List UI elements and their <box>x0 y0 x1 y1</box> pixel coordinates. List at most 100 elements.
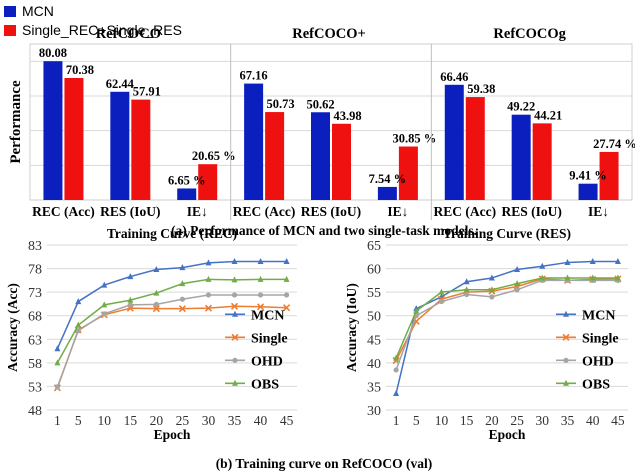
x-tick-label: 40 <box>254 413 268 428</box>
caption-b: (b) Training curve on RefCOCO (val) <box>216 456 433 471</box>
data-point <box>75 328 81 334</box>
series-line <box>56 260 287 350</box>
legend-swatch-single <box>4 25 16 36</box>
x-tick-label: 25 <box>510 413 524 428</box>
legend-marker <box>563 379 569 386</box>
legend-label: OHD <box>251 354 283 369</box>
category-label: RES (IoU) <box>501 204 561 219</box>
data-point <box>101 281 108 288</box>
x-tick-label: 20 <box>485 413 499 428</box>
line-chart-res: Training Curve (RES) 30 35 40 45 50 55 60 65 1 5 10… <box>344 226 628 442</box>
bar-single <box>131 99 151 200</box>
data-point <box>564 258 571 265</box>
x-tick-label: 25 <box>176 413 190 428</box>
group-title: RefCOCO+ <box>292 26 366 42</box>
bar-mcn <box>578 183 598 200</box>
x-tick-label: 1 <box>393 413 400 428</box>
y-tick-label: 35 <box>367 380 381 395</box>
data-label-mcn: 50.62 <box>306 97 334 111</box>
data-point <box>75 321 82 328</box>
data-point <box>488 274 495 281</box>
y-tick-label: 63 <box>28 333 42 348</box>
bar-plot-frame <box>29 43 633 201</box>
category-label: RES (IoU) <box>301 204 361 219</box>
data-point <box>489 294 495 300</box>
data-point <box>205 275 212 282</box>
category-label: IE↓ <box>187 204 208 219</box>
x-tick-label: 45 <box>280 413 294 428</box>
data-point <box>283 292 290 298</box>
y-axis-label: Accuracy (IoU) <box>344 283 359 372</box>
data-point <box>127 296 134 303</box>
x-tick-label: 1 <box>54 413 61 428</box>
data-point <box>438 288 445 295</box>
data-point <box>178 305 186 313</box>
category-label: REC (Acc) <box>32 204 95 219</box>
data-point <box>127 302 133 308</box>
data-label-single: 59.38 <box>467 82 495 96</box>
data-point <box>514 287 520 293</box>
data-label-single: 57.91 <box>133 85 161 99</box>
bar-single <box>398 146 418 200</box>
data-point <box>514 266 521 273</box>
data-point <box>514 280 521 287</box>
data-label-single: 27.74 % <box>593 137 635 151</box>
y-tick-label: 45 <box>367 333 381 348</box>
data-label-mcn: 9.41 % <box>569 169 607 183</box>
data-label-mcn: 80.08 <box>39 46 67 60</box>
category-label: IE↓ <box>387 204 408 219</box>
group-title: RefCOCO <box>96 26 161 42</box>
legend-marker <box>562 333 570 341</box>
data-point <box>153 301 159 307</box>
data-point <box>463 286 470 293</box>
legend-label: OBS <box>582 377 610 392</box>
data-point <box>393 367 399 373</box>
y-tick-label: 40 <box>367 357 381 372</box>
data-label-mcn: 66.46 <box>440 70 468 84</box>
bar-single <box>198 164 218 200</box>
category-label: REC (Acc) <box>433 204 496 219</box>
data-point <box>438 298 445 305</box>
legend-marker <box>563 357 569 363</box>
legend-label: OHD <box>582 354 614 369</box>
x-tick-label: 15 <box>124 413 138 428</box>
x-tick-label: 30 <box>536 413 550 428</box>
data-point <box>204 304 213 312</box>
data-point <box>101 311 107 317</box>
y-tick-label: 73 <box>28 286 42 301</box>
x-tick-label: 45 <box>611 413 625 428</box>
x-tick-label: 15 <box>460 413 474 428</box>
group-title: RefCOCOg <box>493 26 566 42</box>
bar-single <box>64 78 84 200</box>
data-label-single: 43.98 <box>333 109 361 123</box>
data-point <box>153 266 160 273</box>
x-tick-label: 40 <box>586 413 600 428</box>
category-label: RES (IoU) <box>100 204 160 219</box>
series-line <box>395 279 618 371</box>
data-label-single: 20.65 % <box>192 149 236 163</box>
caption-a: (a) Performance of MCN and two single-ta… <box>171 223 477 238</box>
bar-panel: Performance RefCOCO 80.08 70.38 REC (Acc) 62.… <box>8 26 635 220</box>
data-point <box>614 274 621 281</box>
legend-marker <box>231 333 239 341</box>
bar-single <box>265 112 285 200</box>
series-line <box>56 278 287 364</box>
data-point <box>589 258 596 264</box>
data-point <box>101 301 108 308</box>
bar-mcn <box>311 112 330 200</box>
x-tick-label: 35 <box>228 413 242 428</box>
legend-marker <box>563 310 569 317</box>
bar-mcn <box>110 91 130 200</box>
data-point <box>127 273 134 280</box>
bar-single <box>599 151 619 200</box>
data-point <box>564 274 571 281</box>
data-label-mcn: 67.16 <box>240 69 268 83</box>
y-tick-label: 48 <box>28 404 42 419</box>
line-chart-rec: Training Curve (REC) 48 53 58 63 68 73 78 83 1 5 10… <box>5 226 297 442</box>
data-label-single: 70.38 <box>66 63 94 77</box>
data-point <box>230 302 239 310</box>
data-point <box>152 305 160 313</box>
bar-mcn <box>444 84 464 200</box>
